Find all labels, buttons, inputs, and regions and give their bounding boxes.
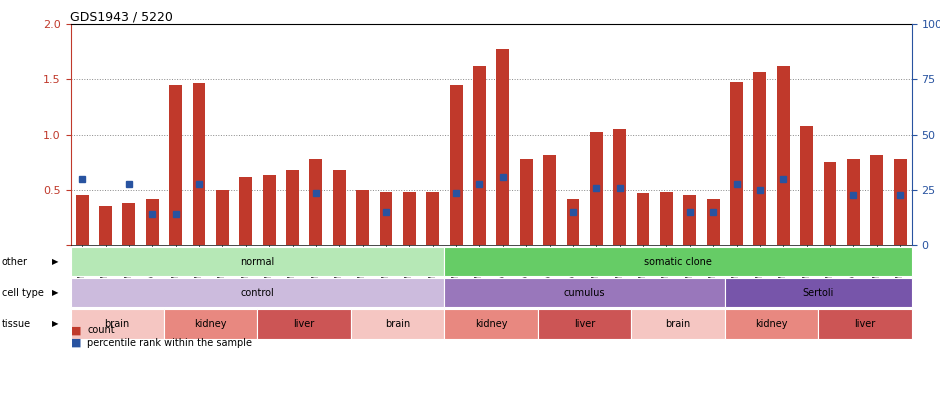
Text: somatic clone: somatic clone — [644, 257, 712, 266]
Bar — [286, 170, 299, 245]
Text: percentile rank within the sample: percentile rank within the sample — [87, 338, 253, 347]
Bar — [543, 155, 556, 245]
Bar — [262, 175, 275, 245]
Text: kidney: kidney — [756, 319, 788, 329]
Bar — [590, 132, 603, 245]
Bar — [613, 129, 626, 245]
Bar — [520, 159, 533, 245]
Text: liver: liver — [574, 319, 595, 329]
Bar — [333, 170, 346, 245]
Text: other: other — [2, 257, 28, 266]
Bar — [449, 85, 462, 245]
Bar — [473, 66, 486, 245]
Text: brain: brain — [666, 319, 691, 329]
Bar — [193, 83, 206, 245]
Text: GDS1943 / 5220: GDS1943 / 5220 — [70, 10, 173, 23]
Bar — [356, 190, 369, 245]
Bar — [403, 192, 415, 245]
Bar — [823, 162, 837, 245]
Bar — [660, 192, 673, 245]
Text: ▶: ▶ — [52, 288, 58, 297]
Text: count: count — [87, 326, 115, 335]
Text: ■: ■ — [70, 326, 81, 335]
Text: control: control — [241, 288, 274, 298]
Bar — [870, 155, 884, 245]
Text: ▶: ▶ — [52, 320, 58, 328]
Text: liver: liver — [854, 319, 876, 329]
Text: brain: brain — [385, 319, 410, 329]
Bar — [122, 203, 135, 245]
Text: normal: normal — [241, 257, 274, 266]
Text: cell type: cell type — [2, 288, 44, 298]
Bar — [754, 72, 766, 245]
Bar — [776, 66, 790, 245]
Bar — [683, 195, 697, 245]
Text: liver: liver — [293, 319, 315, 329]
Bar — [567, 199, 579, 245]
Bar — [730, 82, 743, 245]
Bar — [240, 177, 252, 245]
Bar — [99, 207, 112, 245]
Bar — [496, 49, 509, 245]
Text: cumulus: cumulus — [564, 288, 605, 298]
Text: kidney: kidney — [195, 319, 227, 329]
Bar — [636, 193, 650, 245]
Bar — [427, 192, 439, 245]
Text: ■: ■ — [70, 338, 81, 347]
Bar — [894, 159, 906, 245]
Bar — [707, 199, 720, 245]
Text: Sertoli: Sertoli — [803, 288, 834, 298]
Text: brain: brain — [104, 319, 130, 329]
Text: kidney: kidney — [475, 319, 508, 329]
Bar — [76, 195, 88, 245]
Bar — [847, 159, 860, 245]
Bar — [380, 192, 392, 245]
Bar — [800, 126, 813, 245]
Bar — [146, 199, 159, 245]
Text: ▶: ▶ — [52, 257, 58, 266]
Bar — [169, 85, 182, 245]
Bar — [309, 159, 322, 245]
Bar — [216, 190, 228, 245]
Text: tissue: tissue — [2, 319, 31, 329]
